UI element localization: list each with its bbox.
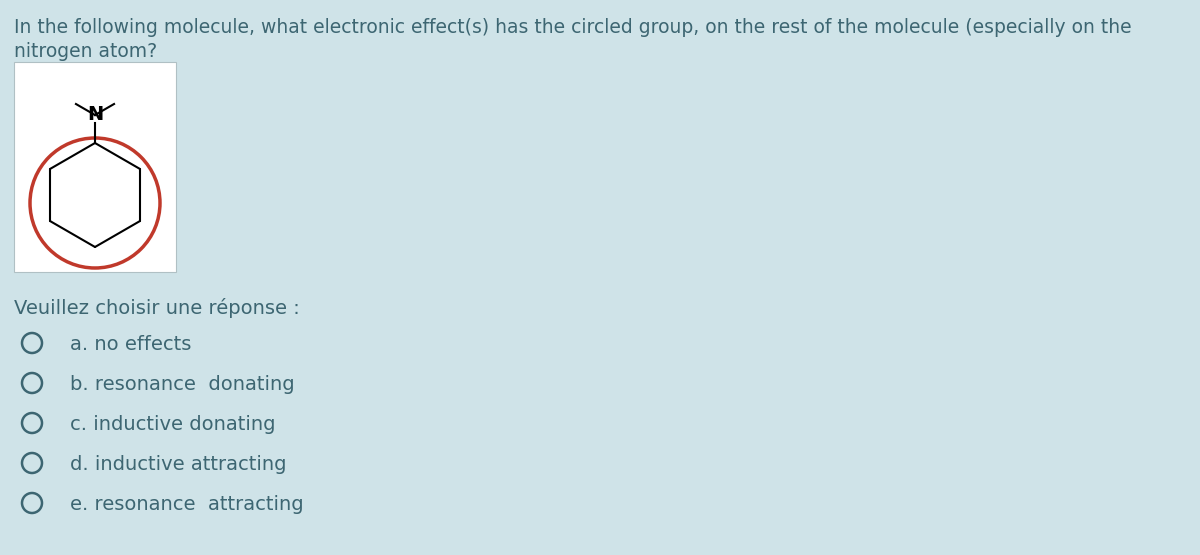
Text: e. resonance  attracting: e. resonance attracting xyxy=(70,495,304,514)
Text: c. inductive donating: c. inductive donating xyxy=(70,415,276,434)
Text: a. no effects: a. no effects xyxy=(70,335,191,354)
FancyBboxPatch shape xyxy=(14,62,176,272)
Text: Veuillez choisir une réponse :: Veuillez choisir une réponse : xyxy=(14,298,300,318)
Text: N: N xyxy=(86,105,103,124)
Text: In the following molecule, what electronic effect(s) has the circled group, on t: In the following molecule, what electron… xyxy=(14,18,1132,37)
Text: d. inductive attracting: d. inductive attracting xyxy=(70,455,287,474)
Text: nitrogen atom?: nitrogen atom? xyxy=(14,42,157,61)
Text: b. resonance  donating: b. resonance donating xyxy=(70,375,295,394)
